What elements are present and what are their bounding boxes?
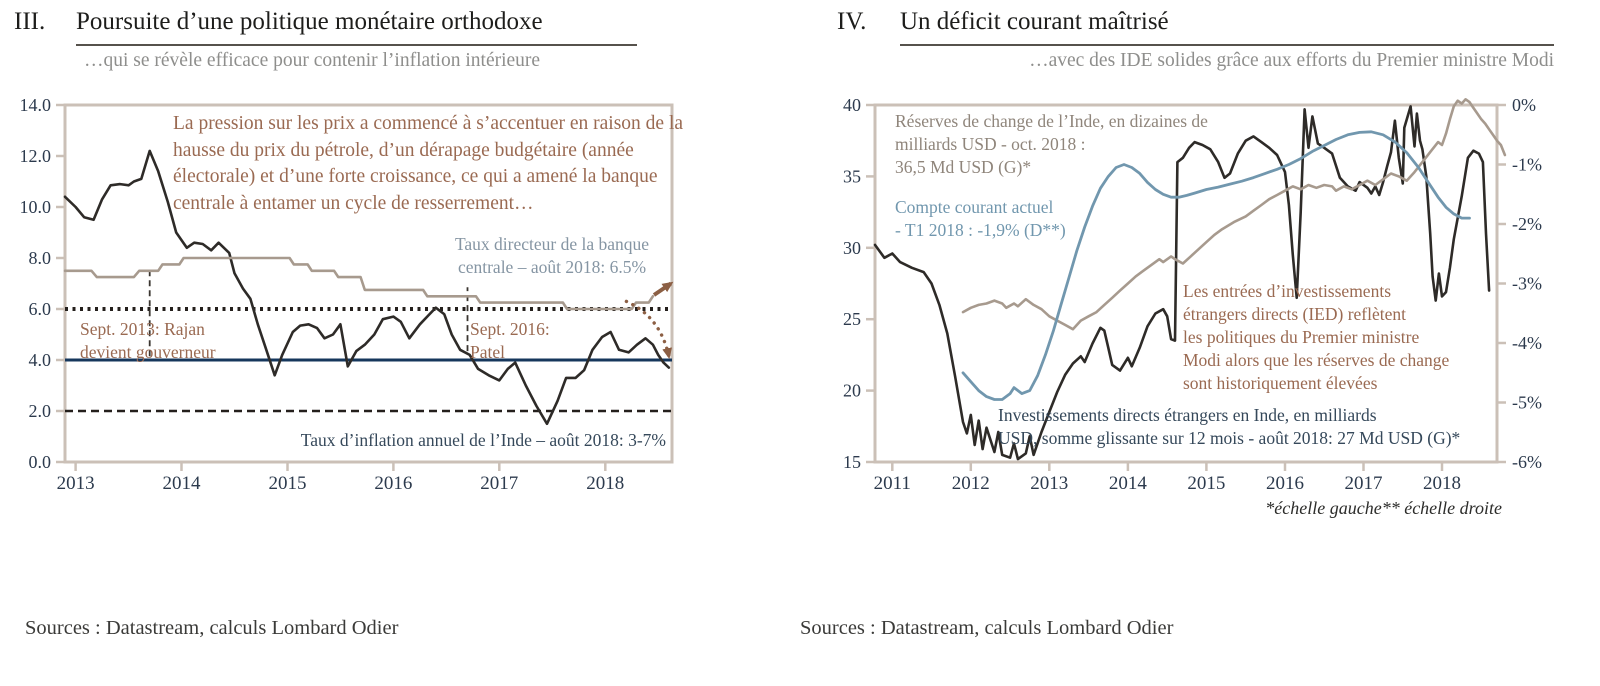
svg-text:25: 25 [843,309,861,329]
svg-text:0%: 0% [1512,95,1536,115]
svg-text:20: 20 [843,381,861,401]
svg-text:8.0: 8.0 [29,248,52,268]
svg-text:2015: 2015 [1187,473,1225,494]
svg-text:4.0: 4.0 [29,350,52,370]
svg-text:2011: 2011 [874,473,911,494]
panel-right-subtitle: …avec des IDE solides grâce aux efforts … [1029,50,1554,71]
panel-right-numeral: IV. [837,8,867,35]
svg-text:-2%: -2% [1512,214,1542,234]
svg-text:-1%: -1% [1512,155,1542,175]
annotation-patel: Sept. 2016: Patel [470,319,550,363]
title-underline [76,44,637,46]
svg-text:2016: 2016 [374,473,412,494]
panel-left-numeral: III. [14,8,46,35]
svg-text:30: 30 [843,238,861,258]
svg-text:-6%: -6% [1512,452,1542,472]
annotation-current-account-label: Compte courant actuel - T1 2018 : -1,9% … [895,197,1066,241]
svg-text:-5%: -5% [1512,393,1542,413]
sources-right: Sources : Datastream, calculs Lombard Od… [800,617,1174,639]
svg-text:10.0: 10.0 [20,197,52,217]
svg-text:2015: 2015 [269,473,307,494]
annotation-price-pressure: La pression sur les prix a commencé à s’… [173,113,684,214]
svg-text:35: 35 [843,166,861,186]
svg-text:6.0: 6.0 [29,299,52,319]
svg-text:2017: 2017 [1345,473,1383,494]
annotation-fdi-comment: Les entrées d’investissements étrangers … [1183,281,1450,394]
annotation-rajan: Sept. 2013: Rajan devient gouverneur [80,319,216,363]
panel-left-subtitle: …qui se révèle efficace pour contenir l’… [84,50,541,71]
svg-text:40: 40 [843,95,861,115]
svg-text:2012: 2012 [952,473,990,494]
svg-text:0.0: 0.0 [29,452,52,472]
title-underline [900,44,1554,46]
panel-right-title: Un déficit courant maîtrisé [900,8,1169,35]
annotation-reserves-label: Réserves de change de l’Inde, en dizaine… [895,111,1208,178]
svg-text:14.0: 14.0 [20,95,52,115]
svg-text:2.0: 2.0 [29,401,52,421]
svg-text:2018: 2018 [1423,473,1461,494]
svg-text:-3%: -3% [1512,274,1542,294]
svg-text:12.0: 12.0 [20,146,52,166]
scale-footnote: *échelle gauche** échelle droite [1265,498,1502,518]
annotation-policy-rate-label: Taux directeur de la banque centrale – a… [454,234,650,278]
svg-text:2016: 2016 [1266,473,1304,494]
svg-text:2014: 2014 [163,473,202,494]
svg-text:15: 15 [843,452,861,472]
svg-text:2013: 2013 [57,473,95,494]
svg-text:2013: 2013 [1030,473,1068,494]
annotation-fdi-label: Investissements directs étrangers en Ind… [998,405,1461,449]
svg-text:2017: 2017 [480,473,518,494]
panel-left-title: Poursuite d’une politique monétaire orth… [76,8,543,35]
sources-left: Sources : Datastream, calculs Lombard Od… [25,617,399,639]
svg-text:-4%: -4% [1512,333,1542,353]
svg-text:2014: 2014 [1109,473,1148,494]
svg-text:2018: 2018 [586,473,624,494]
annotation-inflation-label: Taux d’inflation annuel de l’Inde – août… [300,430,666,450]
